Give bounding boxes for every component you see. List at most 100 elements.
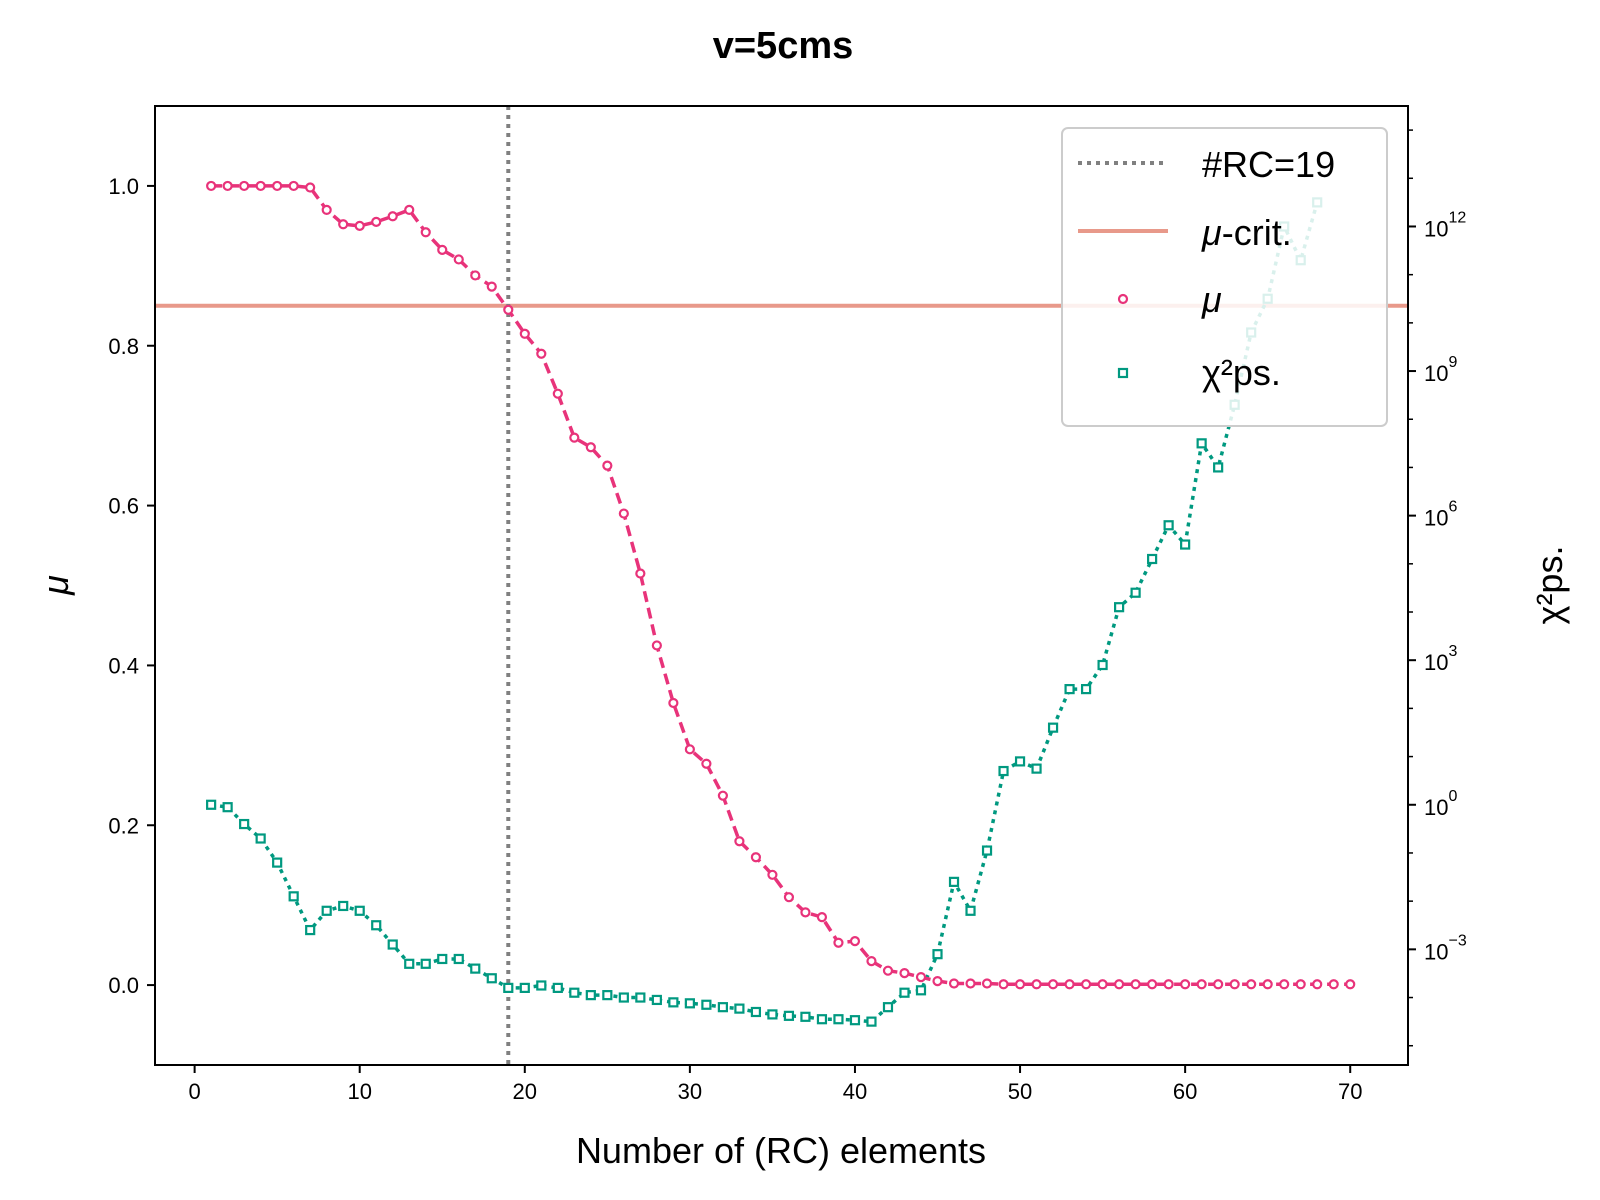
chi2-point bbox=[618, 992, 629, 1003]
chi2-point bbox=[255, 833, 266, 844]
chi2-point bbox=[371, 920, 382, 931]
mu-point bbox=[635, 568, 646, 579]
legend-box bbox=[1061, 127, 1388, 427]
mu-point bbox=[866, 956, 877, 967]
chi2-point bbox=[816, 1014, 828, 1025]
plot-inner bbox=[155, 106, 1408, 1065]
mu-point bbox=[717, 790, 728, 801]
chi2-point bbox=[1130, 587, 1141, 598]
chi2-point bbox=[305, 924, 316, 936]
mu-point bbox=[371, 216, 382, 227]
chi2-point bbox=[998, 765, 1009, 777]
chi2-point bbox=[288, 891, 299, 902]
mu-point bbox=[998, 979, 1009, 990]
legend: #RC=19 μ-crit. μ χ²ps. bbox=[1061, 127, 1388, 427]
chi2-point bbox=[387, 939, 398, 950]
axes: 0 10 20 30 40 50 60 70 0.0 0.2 0.4 0.6 0.8 1.0 10−3 100… bbox=[108, 129, 1467, 1104]
chi2-point bbox=[437, 953, 448, 965]
mu-point bbox=[1080, 979, 1092, 990]
x-tick-label: 60 bbox=[1173, 1079, 1197, 1104]
chi2-point bbox=[932, 949, 943, 960]
chi2-point bbox=[965, 905, 976, 916]
y-tick-label: 0.0 bbox=[108, 973, 139, 998]
chi2-point bbox=[833, 1014, 844, 1025]
chi2-point bbox=[1147, 553, 1158, 565]
mu-point bbox=[305, 182, 316, 193]
chi2-point bbox=[783, 1010, 795, 1021]
mu-point bbox=[899, 967, 910, 979]
mu-point bbox=[1262, 979, 1273, 990]
chi2-point bbox=[1014, 756, 1026, 767]
mu-point bbox=[569, 432, 580, 443]
mu-point bbox=[552, 388, 563, 399]
chi2-point bbox=[1047, 722, 1059, 733]
mu-point bbox=[684, 744, 695, 755]
chi2-point bbox=[1064, 684, 1075, 695]
chart-title: v=5cms bbox=[713, 25, 854, 67]
mu-point bbox=[1130, 979, 1141, 990]
x-tick-label: 20 bbox=[513, 1079, 537, 1104]
chi2-point bbox=[486, 973, 497, 984]
chi2-point bbox=[569, 987, 580, 998]
chi2-point bbox=[849, 1015, 861, 1026]
legend-chi2-marker bbox=[1117, 367, 1129, 379]
chi2-point bbox=[1163, 520, 1174, 531]
mu-point bbox=[1097, 979, 1108, 990]
plot-frame bbox=[154, 105, 1409, 1066]
legend-chi2-label: χ²ps. bbox=[1202, 352, 1281, 393]
mu-series-line bbox=[211, 184, 1351, 987]
mu-point bbox=[486, 281, 497, 292]
chi2-point bbox=[585, 990, 596, 1001]
mu-point bbox=[1328, 979, 1339, 990]
chi2-point bbox=[470, 963, 481, 974]
plot-area bbox=[155, 106, 1408, 1065]
mu-point bbox=[750, 852, 762, 863]
y-tick-label: 0.4 bbox=[108, 653, 139, 678]
chi2-point bbox=[1196, 438, 1207, 449]
chi2-point bbox=[701, 999, 712, 1010]
chi2-point bbox=[1180, 539, 1191, 550]
x-tick-label: 0 bbox=[188, 1079, 200, 1104]
mu-point bbox=[882, 965, 894, 976]
mu-point bbox=[1047, 979, 1059, 990]
y2-tick-label: 10−3 bbox=[1424, 932, 1467, 964]
mu-point bbox=[1312, 979, 1323, 990]
x-tick-label: 30 bbox=[678, 1079, 702, 1104]
mu-point bbox=[965, 978, 976, 989]
legend-rc-label: #RC=19 bbox=[1202, 144, 1335, 185]
mu-point bbox=[1229, 979, 1240, 990]
mu-point bbox=[602, 460, 613, 471]
mu-point bbox=[288, 180, 299, 192]
legend-mu-label: μ bbox=[1201, 279, 1222, 320]
mu-point bbox=[1345, 979, 1356, 990]
mu-point bbox=[536, 348, 547, 359]
chi2-point bbox=[1080, 684, 1092, 695]
mu-point bbox=[404, 204, 415, 215]
mu-point bbox=[1279, 979, 1290, 990]
chi2-point bbox=[239, 818, 250, 830]
chi2-point bbox=[206, 799, 217, 810]
mu-point bbox=[453, 254, 464, 265]
mu-point bbox=[437, 244, 448, 255]
y2-tick-label: 109 bbox=[1424, 354, 1457, 386]
chi2-point bbox=[800, 1011, 811, 1022]
chi2-point bbox=[635, 992, 646, 1003]
y2-tick-label: 106 bbox=[1424, 499, 1457, 531]
x-tick-label: 40 bbox=[843, 1079, 867, 1104]
mu-point bbox=[1147, 979, 1158, 990]
chi2-point bbox=[882, 1002, 894, 1013]
y-tick-label: 1.0 bbox=[108, 174, 139, 199]
mu-point bbox=[321, 204, 332, 215]
x-tick-label: 10 bbox=[347, 1079, 371, 1104]
mu-point bbox=[915, 971, 927, 983]
chi2-point bbox=[354, 905, 365, 916]
mu-point bbox=[849, 936, 861, 947]
y-tick-label: 0.6 bbox=[108, 494, 139, 519]
mu-point bbox=[1064, 979, 1075, 990]
chi2-point bbox=[750, 1006, 762, 1018]
chi2-point bbox=[948, 876, 960, 887]
mu-point bbox=[932, 975, 943, 987]
mu-point bbox=[354, 220, 365, 231]
mu-point bbox=[1295, 979, 1306, 990]
